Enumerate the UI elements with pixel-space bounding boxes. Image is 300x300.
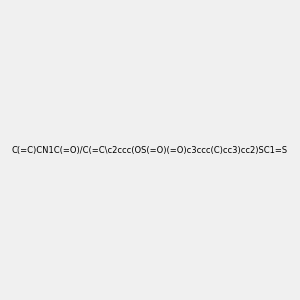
Text: C(=C)CN1C(=O)/C(=C\c2ccc(OS(=O)(=O)c3ccc(C)cc3)cc2)SC1=S: C(=C)CN1C(=O)/C(=C\c2ccc(OS(=O)(=O)c3ccc… xyxy=(12,146,288,154)
